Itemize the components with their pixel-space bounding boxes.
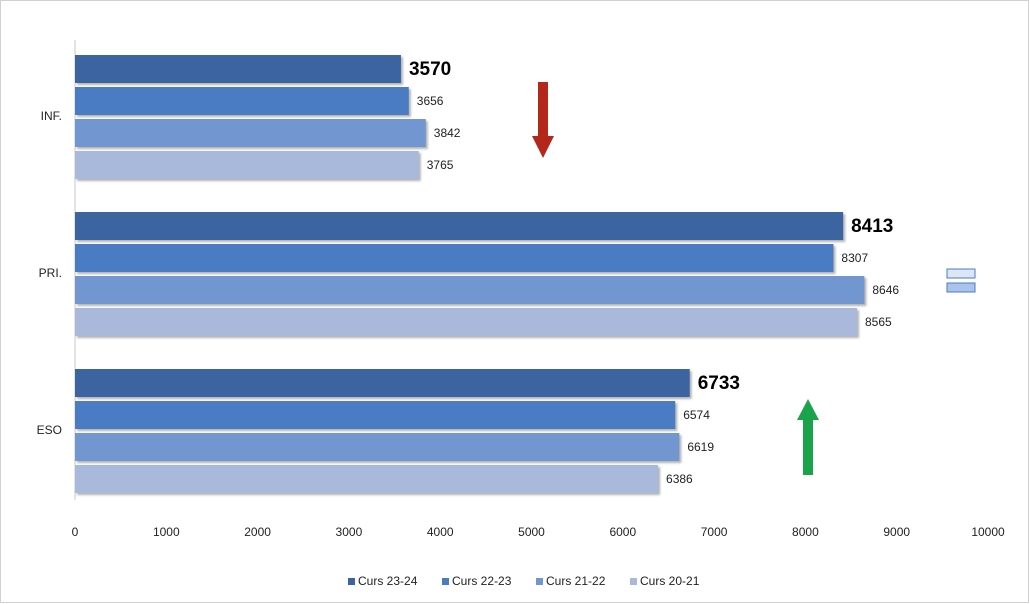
x-tick-label: 0: [72, 525, 79, 539]
data-label: 3656: [417, 94, 444, 108]
down-arrow: [532, 82, 554, 158]
legend-swatch: [348, 578, 355, 585]
data-label: 6574: [683, 408, 710, 422]
data-label: 8307: [841, 251, 868, 265]
x-tick-label: 4000: [427, 525, 454, 539]
x-tick-label: 6000: [609, 525, 636, 539]
bar: [75, 87, 409, 115]
x-tick-label: 1000: [153, 525, 180, 539]
x-tick-label: 3000: [336, 525, 363, 539]
data-label: 6386: [666, 472, 693, 486]
data-label: 6619: [687, 440, 714, 454]
equal-icon: [946, 268, 976, 293]
data-label: 3570: [409, 59, 451, 80]
legend-swatch: [442, 578, 449, 585]
bar: [75, 212, 844, 240]
x-tick-label: 7000: [701, 525, 728, 539]
legend-label: Curs 22-23: [452, 574, 512, 588]
y-tick-label: PRI.: [39, 266, 62, 280]
x-tick-label: 8000: [792, 525, 819, 539]
up-arrow: [797, 399, 819, 475]
data-label: 3765: [427, 158, 454, 172]
legend-label: Curs 20-21: [640, 574, 700, 588]
legend-swatch: [536, 578, 543, 585]
data-label: 6733: [698, 373, 740, 394]
data-label: 8565: [865, 315, 892, 329]
x-tick-label: 2000: [244, 525, 271, 539]
bar: [75, 55, 401, 83]
data-label: 3842: [434, 126, 461, 140]
bar: [75, 308, 857, 336]
bar: [75, 401, 676, 429]
bar: [75, 465, 659, 493]
data-label: 8646: [872, 283, 899, 297]
bar: [75, 276, 865, 304]
y-tick-label: INF.: [41, 109, 62, 123]
legend-label: Curs 23-24: [358, 574, 418, 588]
data-label: 8413: [851, 216, 893, 237]
bar: [75, 369, 690, 397]
bar: [75, 244, 834, 272]
bar: [75, 119, 426, 147]
x-tick-label: 10000: [971, 525, 1005, 539]
y-tick-label: ESO: [37, 423, 62, 437]
legend-label: Curs 21-22: [546, 574, 606, 588]
bar: [75, 433, 680, 461]
x-tick-label: 5000: [518, 525, 545, 539]
bar: [75, 151, 419, 179]
legend-swatch: [630, 578, 637, 585]
x-tick-label: 9000: [883, 525, 910, 539]
